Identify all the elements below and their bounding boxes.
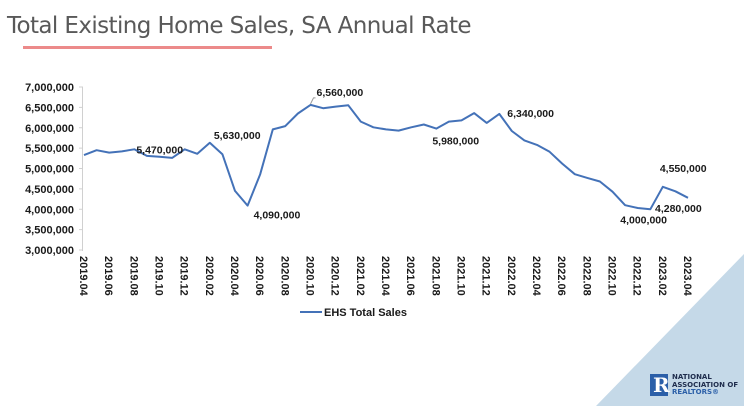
x-tick-label: 2021.08 [429, 256, 441, 296]
x-tick-label: 2020.02 [203, 256, 215, 296]
x-tick-label: 2020.12 [329, 256, 341, 296]
x-tick-label: 2022.06 [555, 256, 567, 296]
legend-label: EHS Total Sales [324, 307, 407, 319]
x-tick-label: 2019.12 [178, 256, 190, 296]
logo-text: NATIONAL ASSOCIATION OF REALTORS® [672, 373, 739, 397]
logo-line-3: REALTORS® [672, 388, 720, 396]
y-tick-label: 4,000,000 [25, 204, 74, 216]
y-tick-label: 5,500,000 [25, 143, 74, 155]
x-tick-label: 2021.02 [354, 256, 366, 296]
nar-logo: R NATIONAL ASSOCIATION OF REALTORS® [650, 373, 739, 397]
data-label: 5,980,000 [432, 136, 479, 148]
data-label: 4,000,000 [620, 214, 667, 226]
x-tick-label: 2020.04 [228, 256, 240, 297]
title-underline [23, 46, 272, 49]
data-label: 6,560,000 [317, 87, 364, 99]
y-tick-label: 3,000,000 [25, 245, 74, 257]
realtor-r-logo-icon: R [650, 374, 670, 397]
data-label: 5,470,000 [136, 144, 183, 156]
logo-line-2: ASSOCIATION OF [672, 380, 739, 389]
data-label: 4,090,000 [254, 210, 301, 222]
y-tick-label: 5,000,000 [25, 164, 74, 176]
x-tick-label: 2020.08 [278, 256, 290, 296]
x-tick-label: 2020.10 [304, 256, 316, 296]
x-tick-label: 2021.12 [480, 256, 492, 296]
x-tick-label: 2023.04 [681, 256, 693, 297]
y-tick-label: 4,500,000 [25, 184, 74, 196]
page-title: Total Existing Home Sales, SA Annual Rat… [7, 13, 472, 39]
x-tick-label: 2022.12 [631, 256, 643, 296]
x-tick-label: 2021.06 [404, 256, 416, 296]
x-tick-label: 2019.06 [102, 256, 114, 296]
x-tick-label: 2022.10 [606, 256, 618, 296]
x-tick-label: 2019.10 [153, 256, 165, 296]
x-tick-label: 2021.04 [379, 256, 391, 297]
annotation-leader-line [310, 97, 316, 105]
y-tick-label: 6,000,000 [25, 123, 74, 135]
x-tick-label: 2019.08 [127, 256, 139, 296]
y-tick-label: 3,500,000 [25, 225, 74, 237]
x-tick-label: 2022.02 [505, 256, 517, 296]
series-line-ehs-total-sales [83, 103, 689, 211]
data-label: 4,550,000 [660, 163, 707, 175]
data-label: 4,280,000 [655, 203, 702, 215]
x-tick-label: 2020.06 [253, 256, 265, 296]
x-tick-label: 2022.04 [530, 256, 542, 297]
x-tick-label: 2022.08 [580, 256, 592, 296]
x-tick-label: 2019.04 [77, 256, 89, 297]
data-label: 5,630,000 [214, 130, 261, 142]
y-tick-label: 6,500,000 [25, 102, 74, 114]
y-tick-label: 7,000,000 [25, 82, 74, 94]
x-tick-label: 2023.02 [656, 256, 668, 296]
logo-line-1: NATIONAL [672, 373, 712, 381]
data-label: 6,340,000 [507, 108, 554, 120]
x-tick-label: 2021.10 [455, 256, 467, 296]
